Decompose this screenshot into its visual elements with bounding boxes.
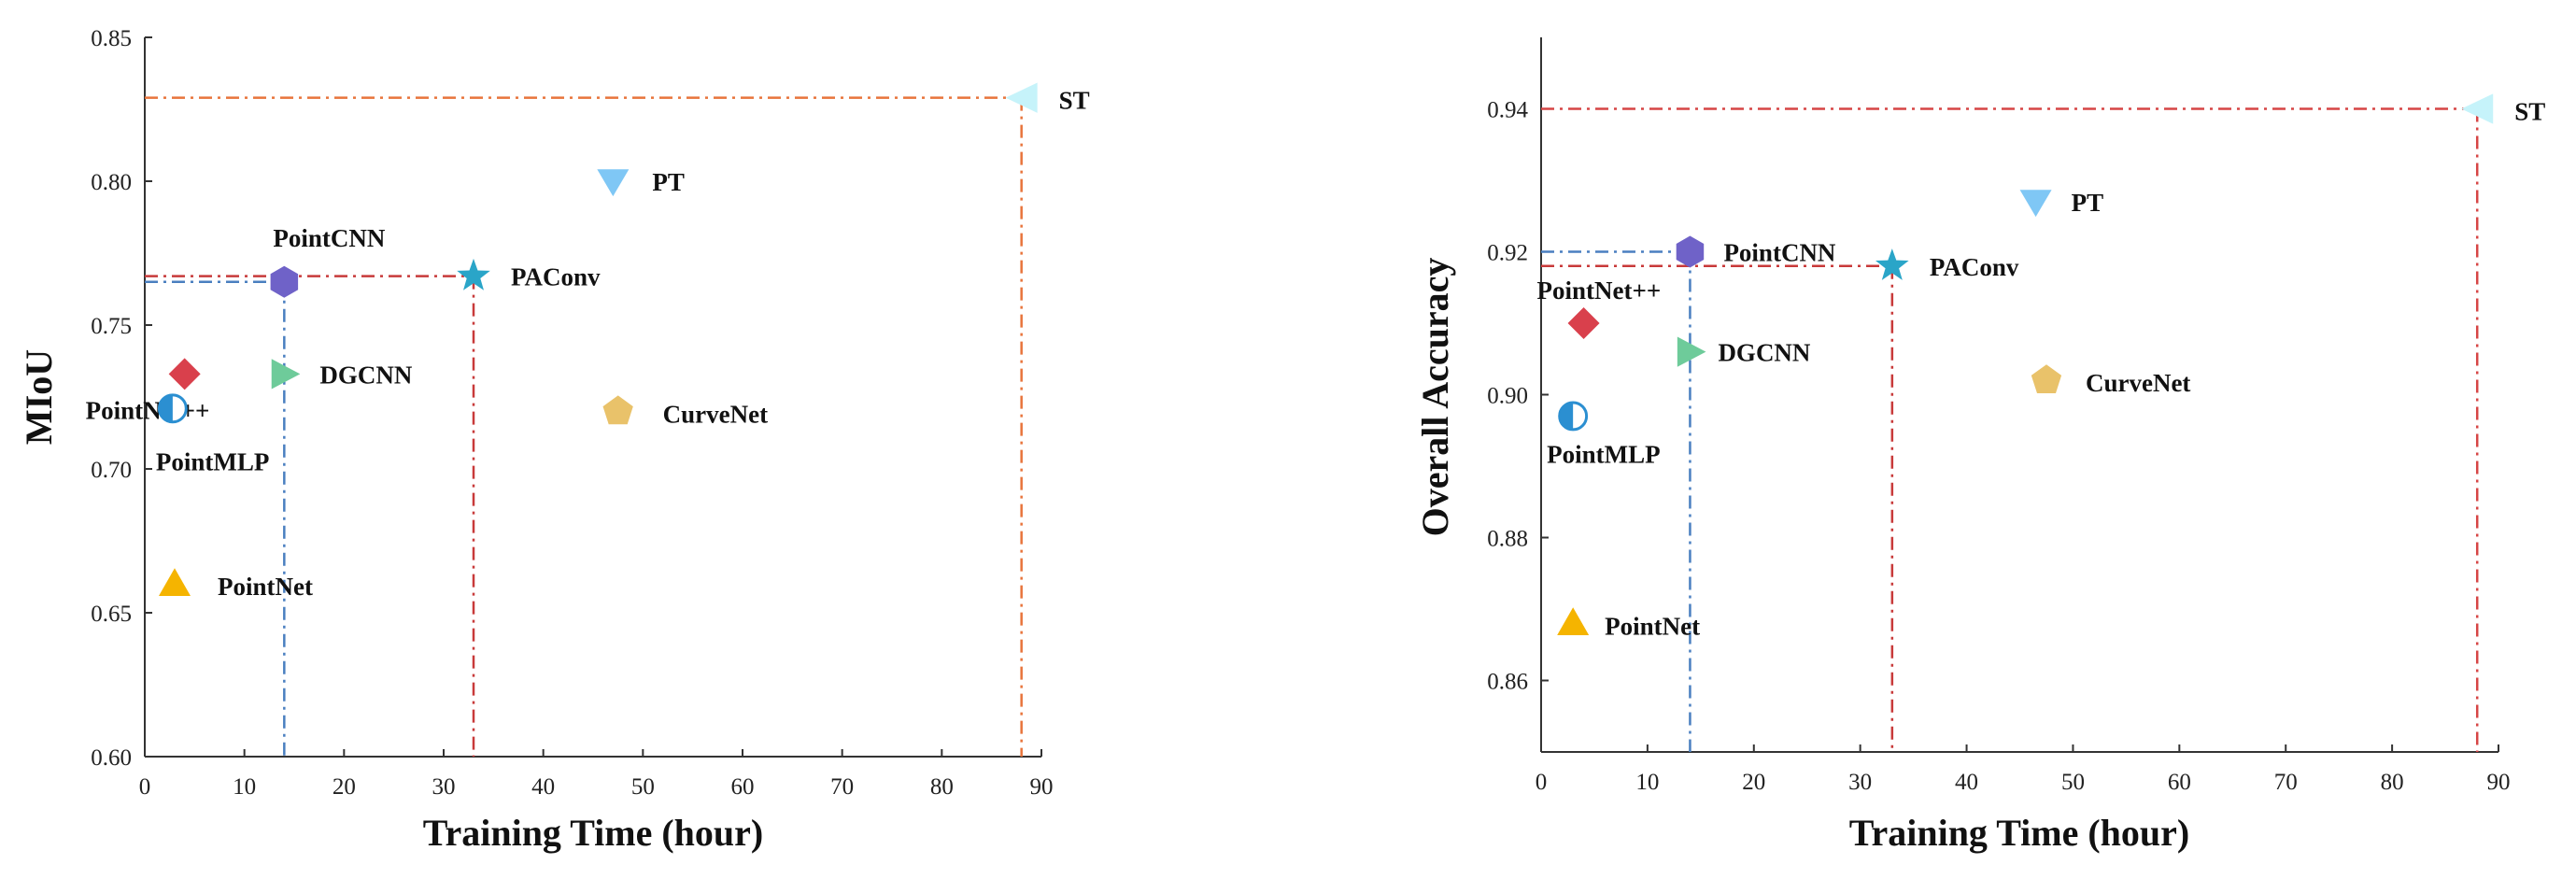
x-tick-label: 80 bbox=[930, 774, 954, 800]
miou-chart: 0 10 20 30 40 50 60 70 80 90 0.60 0.65 0.70 0.75 0.80 0… bbox=[18, 26, 1090, 854]
marker-st bbox=[1005, 82, 1038, 113]
y-tick-label: 0.94 bbox=[1487, 98, 1528, 123]
marker-st bbox=[2461, 93, 2494, 124]
marker-pointcnn bbox=[270, 265, 299, 298]
marker-pointmlp bbox=[157, 393, 188, 424]
y-tick-label: 0.88 bbox=[1487, 527, 1528, 552]
marker-pointnet bbox=[1557, 607, 1590, 636]
y-tick-label: 0.90 bbox=[1487, 384, 1528, 409]
point-label-pt: PT bbox=[2072, 189, 2104, 217]
point-label-pointnetplusplus: PointNet++ bbox=[1537, 276, 1662, 305]
marker-pt bbox=[2019, 190, 2052, 218]
marker-dgcnn bbox=[271, 359, 301, 390]
x-tick-label: 40 bbox=[1955, 770, 1978, 795]
marker-half-fill bbox=[159, 394, 173, 422]
point-label-pointmlp: PointMLP bbox=[156, 447, 270, 475]
x-tick-label: 30 bbox=[1848, 770, 1872, 795]
y-tick-label: 0.75 bbox=[91, 314, 132, 339]
x-tick-label: 70 bbox=[830, 774, 854, 800]
marker-paconv bbox=[457, 258, 490, 291]
x-tick-label: 10 bbox=[1635, 770, 1659, 795]
x-tick-label: 0 bbox=[139, 774, 151, 800]
y-tick-label: 0.80 bbox=[91, 170, 132, 195]
marker-curvenet bbox=[2031, 364, 2062, 393]
x-tick-label: 0 bbox=[1536, 770, 1548, 795]
y-axis-title: MIoU bbox=[18, 349, 60, 445]
point-label-pointcnn: PointCNN bbox=[273, 224, 385, 252]
marker-half-fill bbox=[1559, 403, 1574, 430]
point-label-pointnetplusplus: PointNet++ bbox=[86, 396, 210, 424]
point-label-paconv: PAConv bbox=[511, 263, 601, 291]
x-tick-label: 70 bbox=[2274, 770, 2298, 795]
marker-paconv bbox=[1875, 248, 1909, 280]
x-tick-label: 20 bbox=[1742, 770, 1765, 795]
x-tick-label: 10 bbox=[233, 774, 256, 800]
marker-pointcnn bbox=[1676, 235, 1705, 268]
point-label-pointnet: PointNet bbox=[1605, 612, 1700, 640]
x-tick-label: 50 bbox=[631, 774, 655, 800]
y-tick-label: 0.60 bbox=[91, 745, 132, 771]
x-tick-label: 30 bbox=[432, 774, 456, 800]
x-tick-label: 20 bbox=[333, 774, 356, 800]
marker-pointmlp bbox=[1558, 401, 1589, 432]
y-tick-label: 0.92 bbox=[1487, 241, 1528, 266]
point-label-st: ST bbox=[2514, 98, 2545, 126]
marker-curvenet bbox=[602, 395, 633, 425]
point-label-curvenet: CurveNet bbox=[2086, 369, 2190, 397]
y-tick-label: 0.85 bbox=[91, 26, 132, 51]
marker-dgcnn bbox=[1677, 336, 1706, 367]
point-label-dgcnn: DGCNN bbox=[1718, 339, 1810, 367]
x-tick-label: 90 bbox=[1030, 774, 1054, 800]
y-axis-title: Overall Accuracy bbox=[1414, 258, 1456, 537]
accuracy-chart: 0 10 20 30 40 50 60 70 80 90 0.86 0.88 0.90 0.92 0.94 T… bbox=[1414, 37, 2545, 854]
y-tick-label: 0.86 bbox=[1487, 670, 1528, 695]
point-label-pointmlp: PointMLP bbox=[1547, 440, 1661, 468]
point-label-paconv: PAConv bbox=[1930, 253, 2019, 281]
point-label-pointnet: PointNet bbox=[218, 573, 313, 601]
point-label-pointcnn: PointCNN bbox=[1723, 239, 1835, 267]
x-axis-title: Training Time (hour) bbox=[1849, 812, 2190, 854]
point-label-st: ST bbox=[1059, 87, 1090, 115]
y-tick-label: 0.65 bbox=[91, 602, 132, 627]
x-tick-label: 60 bbox=[731, 774, 755, 800]
y-tick-label: 0.70 bbox=[91, 458, 132, 483]
point-label-pt: PT bbox=[652, 168, 685, 196]
x-tick-label: 90 bbox=[2487, 770, 2511, 795]
marker-pointnetplusplus bbox=[1567, 307, 1600, 339]
marker-pointnetplusplus bbox=[168, 358, 201, 390]
x-tick-label: 60 bbox=[2168, 770, 2191, 795]
marker-pointnet bbox=[159, 568, 191, 596]
marker-pt bbox=[597, 169, 630, 197]
x-tick-label: 40 bbox=[531, 774, 555, 800]
x-tick-label: 50 bbox=[2061, 770, 2085, 795]
point-label-dgcnn: DGCNN bbox=[319, 361, 412, 389]
point-label-curvenet: CurveNet bbox=[663, 400, 768, 428]
x-tick-label: 80 bbox=[2381, 770, 2404, 795]
x-axis-title: Training Time (hour) bbox=[423, 812, 764, 854]
